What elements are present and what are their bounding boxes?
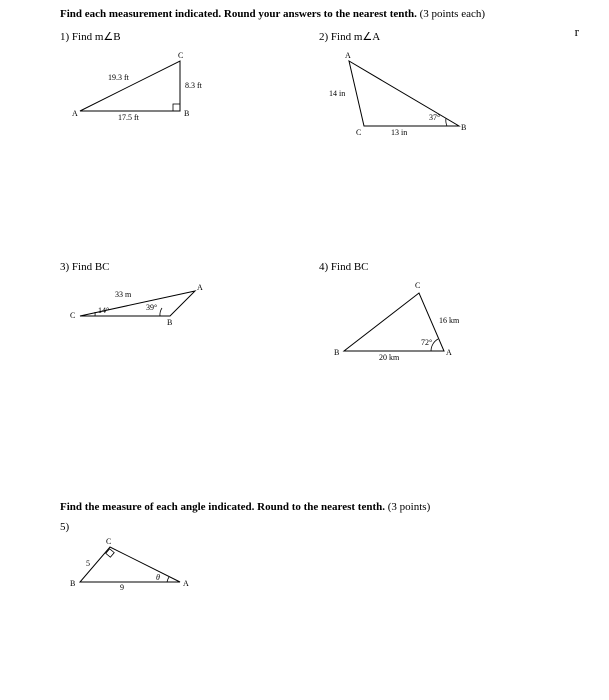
check-mark: r [575,24,579,40]
p5-B: B [70,579,75,588]
p2-cb: 13 in [391,128,407,137]
p5-theta: θ [156,573,160,582]
header-points: (3 points each) [420,8,485,20]
triangle-5-svg [70,537,220,592]
p1-C: C [178,51,183,60]
p1-A: A [72,109,78,118]
p3-angC: 14° [98,306,109,315]
prob5-title: 5) [60,521,310,533]
p3-B: B [167,318,172,327]
prob3-num: 3) [60,261,69,273]
triangle-2: A B C 14 in 13 in 37° [329,51,489,141]
p3-angB: 39° [146,303,157,312]
p3-ca: 33 m [115,290,131,299]
p4-A: A [446,348,452,357]
p1-B: B [184,109,189,118]
p4-ba: 20 km [379,353,399,362]
triangle-1: A B C 19.3 ft 8.3 ft 17.5 ft [70,51,220,121]
section2-text: Find the measure of each angle indicated… [60,501,385,513]
p5-C: C [106,537,111,546]
prob2-num: 2) [319,31,328,43]
prob4-task: Find BC [331,261,369,273]
main-header: Find each measurement indicated. Round y… [60,8,569,20]
p4-angA: 72° [421,338,432,347]
triangle-4-svg [329,281,489,361]
prob1-num: 1) [60,31,69,43]
prob5-num: 5) [60,521,69,533]
p2-C: C [356,128,361,137]
p4-ca: 16 km [439,316,459,325]
prob2-task: Find m∠A [331,31,380,43]
p2-ac: 14 in [329,89,345,98]
prob2-title: 2) Find m∠A [319,30,569,43]
prob3-task: Find BC [72,261,110,273]
p1-cb: 8.3 ft [185,81,202,90]
p2-angB: 37° [429,113,440,122]
prob1-title: 1) Find m∠B [60,30,310,43]
p5-ba: 9 [120,583,124,592]
triangle-4: A B C 20 km 16 km 72° [329,281,489,361]
prob3-title: 3) Find BC [60,261,310,273]
prob4-title: 4) Find BC [319,261,569,273]
p2-A: A [345,51,351,60]
section2-header: Find the measure of each angle indicated… [60,501,569,513]
p4-C: C [415,281,420,290]
triangle-5: A B C 5 9 θ [70,537,220,592]
p1-ab: 17.5 ft [118,113,139,122]
p5-bc: 5 [86,559,90,568]
p4-B: B [334,348,339,357]
header-text: Find each measurement indicated. Round y… [60,8,417,20]
p3-C: C [70,311,75,320]
p2-B: B [461,123,466,132]
prob1-task: Find m∠B [72,31,121,43]
p3-A: A [197,283,203,292]
p5-A: A [183,579,189,588]
p1-ac: 19.3 ft [108,73,129,82]
prob4-num: 4) [319,261,328,273]
section2-points: (3 points) [388,501,430,513]
triangle-3: A B C 33 m 14° 39° [70,281,220,336]
